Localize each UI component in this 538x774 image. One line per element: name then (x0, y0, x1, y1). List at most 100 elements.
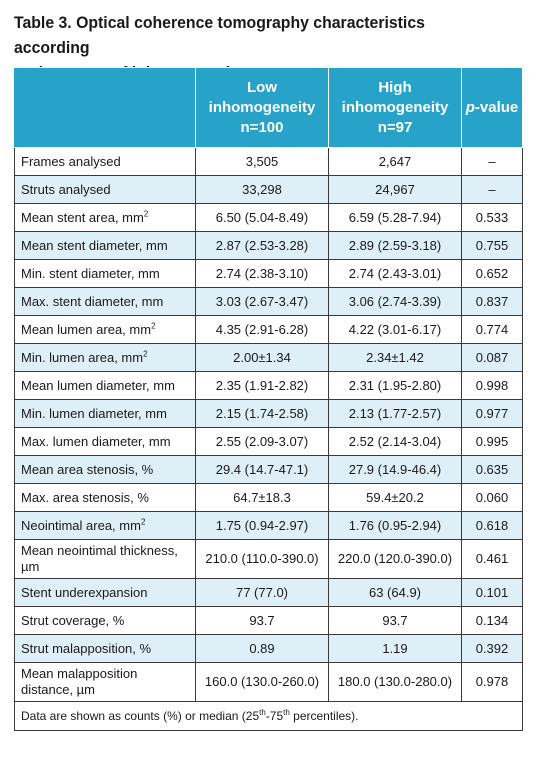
row-high-value: 27.9 (14.9-46.4) (328, 455, 462, 484)
row-low-value: 3,505 (195, 147, 329, 176)
row-low-value: 77 (77.0) (195, 578, 329, 607)
row-label: Mean malapposition distance, µm (14, 662, 196, 702)
header-p-rest: -value (474, 98, 519, 116)
row-high-value: 93.7 (328, 606, 462, 635)
row-low-value: 64.7±18.3 (195, 483, 329, 512)
row-high-value: 180.0 (130.0-280.0) (328, 662, 462, 702)
table-row: Strut coverage, % 93.7 93.7 0.134 (14, 606, 523, 635)
row-label-sup: 2 (151, 321, 156, 331)
table-row: Frames analysed 3,505 2,647– (14, 147, 523, 176)
row-p-value: – (461, 175, 523, 204)
row-label-sup: 2 (143, 349, 148, 359)
row-label: Mean lumen area, mm2 (14, 315, 196, 344)
row-p-value: 0.978 (461, 662, 523, 702)
row-label-text: Min. stent diameter, mm (21, 265, 160, 281)
header-high-line-3: n=97 (377, 118, 413, 136)
table-row: Max. lumen diameter, mm 2.55 (2.09-3.07) 2… (14, 427, 523, 456)
row-label: Frames analysed (14, 147, 196, 176)
row-label: Min. lumen diameter, mm (14, 399, 196, 428)
footnote-sup-2: th (283, 708, 290, 717)
row-low-value: 210.0 (110.0-390.0) (195, 539, 329, 579)
row-low-value: 2.00±1.34 (195, 343, 329, 372)
row-high-value: 220.0 (120.0-390.0) (328, 539, 462, 579)
row-label-text: Neointimal area, mm (21, 517, 141, 533)
row-label: Stent underexpansion (14, 578, 196, 607)
header-high-inhomogeneity: High inhomogeneity n=97 (328, 67, 462, 148)
header-row: Low inhomogeneity n=100 High inhomogenei… (14, 67, 523, 148)
row-low-value: 2.55 (2.09-3.07) (195, 427, 329, 456)
row-high-value: 6.59 (5.28-7.94) (328, 203, 462, 232)
row-p-value: 0.087 (461, 343, 523, 372)
header-low-line-3: n=100 (240, 118, 284, 136)
row-label: Struts analysed (14, 175, 196, 204)
row-high-value: 2.74 (2.43-3.01) (328, 259, 462, 288)
row-low-value: 4.35 (2.91-6.28) (195, 315, 329, 344)
row-p-value: – (461, 147, 523, 176)
row-label-text: Frames analysed (21, 153, 121, 169)
table-row: Mean stent diameter, mm 2.87 (2.53-3.28) 2… (14, 231, 523, 260)
row-low-value: 3.03 (2.67-3.47) (195, 287, 329, 316)
row-p-value: 0.977 (461, 399, 523, 428)
footnote-part-2: -75 (265, 709, 284, 723)
table-row: Max. area stenosis, % 64.7±18.3 59.4±20.2 0… (14, 483, 523, 512)
row-label-line-2: distance, µm (21, 682, 95, 697)
row-label: Mean neointimal thickness, µm (14, 539, 196, 579)
table-row: Stent underexpansion 77 (77.0) 63 (64.9) 0.… (14, 578, 523, 607)
row-low-value: 2.87 (2.53-3.28) (195, 231, 329, 260)
table-row: Min. lumen diameter, mm 2.15 (1.74-2.58) 2… (14, 399, 523, 428)
row-label-text: Strut malapposition, % (21, 640, 152, 656)
table-row: Max. stent diameter, mm 3.03 (2.67-3.47) 3… (14, 287, 523, 316)
row-p-value: 0.101 (461, 578, 523, 607)
octo-characteristics-table: Low inhomogeneity n=100 High inhomogenei… (14, 67, 523, 731)
row-low-value: 2.74 (2.38-3.10) (195, 259, 329, 288)
caption-line-1: Table 3. Optical coherence tomography ch… (14, 13, 425, 57)
header-high-line-2: inhomogeneity (341, 98, 449, 116)
row-high-value: 2.89 (2.59-3.18) (328, 231, 462, 260)
row-p-value: 0.995 (461, 427, 523, 456)
row-p-value: 0.652 (461, 259, 523, 288)
table-row: Strut malapposition, % 0.89 1.19 0.392 (14, 634, 523, 663)
row-low-value: 93.7 (195, 606, 329, 635)
table-row: Mean lumen area, mm2 4.35 (2.91-6.28) 4.22… (14, 315, 523, 344)
row-p-value: 0.461 (461, 539, 523, 579)
table-row: Mean stent area, mm2 6.50 (5.04-8.49) 6.59… (14, 203, 523, 232)
row-label: Min. stent diameter, mm (14, 259, 196, 288)
row-low-value: 160.0 (130.0-260.0) (195, 662, 329, 702)
row-high-value: 59.4±20.2 (328, 483, 462, 512)
row-high-value: 2.34±1.42 (328, 343, 462, 372)
row-high-value: 1.76 (0.95-2.94) (328, 511, 462, 540)
row-label: Mean area stenosis, % (14, 455, 196, 484)
row-label-text: Strut coverage, % (21, 612, 125, 628)
table-footer: Data are shown as counts (%) or median (… (14, 701, 523, 731)
row-high-value: 2.31 (1.95-2.80) (328, 371, 462, 400)
row-label: Mean stent diameter, mm (14, 231, 196, 260)
row-p-value: 0.755 (461, 231, 523, 260)
row-label-text: Mean lumen area, mm (21, 321, 152, 337)
header-low-line-2: inhomogeneity (208, 98, 316, 116)
header-p-italic: p (465, 98, 475, 116)
row-p-value: 0.837 (461, 287, 523, 316)
table-row: Min. stent diameter, mm 2.74 (2.38-3.10) 2… (14, 259, 523, 288)
header-high-line-1: High (378, 78, 412, 96)
row-p-value: 0.774 (461, 315, 523, 344)
table-row: Mean area stenosis, % 29.4 (14.7-47.1) 27.… (14, 455, 523, 484)
row-p-value: 0.998 (461, 371, 523, 400)
row-label-sup: 2 (140, 517, 146, 527)
row-label: Mean stent area, mm2 (14, 203, 196, 232)
table-row: Struts analysed 33,298 24,967– (14, 175, 523, 204)
row-high-value: 63 (64.9) (328, 578, 462, 607)
table-row: Mean malapposition distance, µm 160.0 (130… (14, 662, 523, 702)
row-label-text: Min. lumen diameter, mm (21, 405, 167, 421)
table-row: Neointimal area, mm2 1.75 (0.94-2.97) 1.76… (14, 511, 523, 540)
row-low-value: 0.89 (195, 634, 329, 663)
row-label-text: Max. stent diameter, mm (21, 293, 164, 309)
row-label-text: Stent underexpansion (21, 584, 148, 600)
row-label: Neointimal area, mm2 (14, 511, 196, 540)
footnote-part-3: percentiles). (289, 709, 359, 723)
table-row: Min. lumen area, mm2 2.00±1.34 2.34±1.42 0.… (14, 343, 523, 372)
row-high-value: 2.13 (1.77-2.57) (328, 399, 462, 428)
header-p-value: p-value (461, 67, 523, 148)
row-label: Max. stent diameter, mm (14, 287, 196, 316)
header-low-inhomogeneity: Low inhomogeneity n=100 (195, 67, 329, 148)
row-label: Max. lumen diameter, mm (14, 427, 196, 456)
